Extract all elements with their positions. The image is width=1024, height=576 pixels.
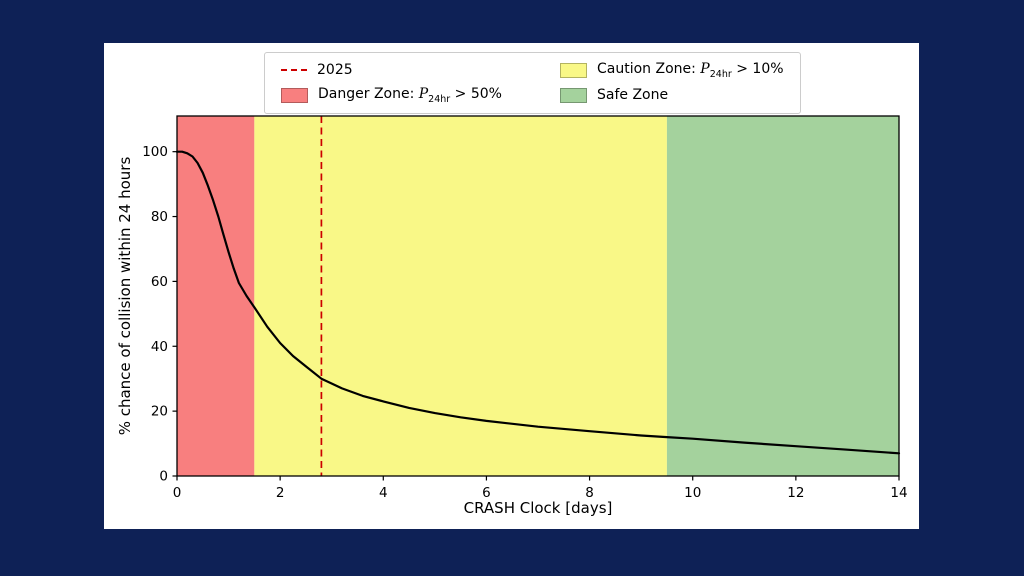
- y-tick-label: 60: [151, 274, 168, 290]
- legend-label-2025: 2025: [317, 62, 353, 79]
- color-patch-icon: [559, 62, 587, 78]
- x-tick-label: 0: [173, 485, 182, 501]
- y-tick-label: 0: [159, 469, 168, 485]
- color-patch-icon: [559, 87, 587, 103]
- legend-item-safe: Safe Zone: [559, 86, 784, 105]
- x-tick-label: 8: [585, 485, 594, 501]
- zone-danger: [177, 116, 255, 476]
- zone-safe: [666, 116, 899, 476]
- chart-card: 2025 Danger Zone: P24hr > 50% Caution Zone…: [104, 43, 919, 529]
- zone-caution: [254, 116, 667, 476]
- x-tick-label: 14: [890, 485, 907, 501]
- legend-label-caution: Caution Zone: P24hr > 10%: [596, 61, 784, 80]
- x-tick-label: 4: [379, 485, 388, 501]
- x-tick-label: 6: [482, 485, 491, 501]
- y-tick-label: 80: [151, 209, 168, 225]
- y-axis-label: % chance of collision within 24 hours: [116, 156, 134, 436]
- legend-item-caution: Caution Zone: P24hr > 10%: [559, 61, 784, 80]
- legend-item-2025: 2025: [281, 61, 502, 80]
- chart-legend: 2025 Danger Zone: P24hr > 50% Caution Zone…: [264, 52, 801, 114]
- y-tick-label: 100: [142, 144, 168, 160]
- plot-svg: 0 2 4 6 8 10 12 14 0 20 40 60 80 100: [142, 115, 908, 501]
- legend-item-danger: Danger Zone: P24hr > 50%: [281, 86, 502, 105]
- plot-border: [176, 115, 900, 477]
- x-tick-label: 10: [684, 485, 701, 501]
- y-tick-label: 20: [151, 404, 168, 420]
- x-axis-label: CRASH Clock [days]: [463, 499, 613, 517]
- x-tick-label: 2: [276, 485, 285, 501]
- legend-label-safe: Safe Zone: [596, 87, 669, 104]
- y-tick-label: 40: [151, 339, 168, 355]
- legend-label-danger: Danger Zone: P24hr > 50%: [318, 85, 502, 105]
- dashed-line-icon: [281, 69, 307, 72]
- x-tick-label: 12: [787, 485, 804, 501]
- series-line-collision-probability: [175, 150, 901, 455]
- color-patch-icon: [281, 87, 308, 103]
